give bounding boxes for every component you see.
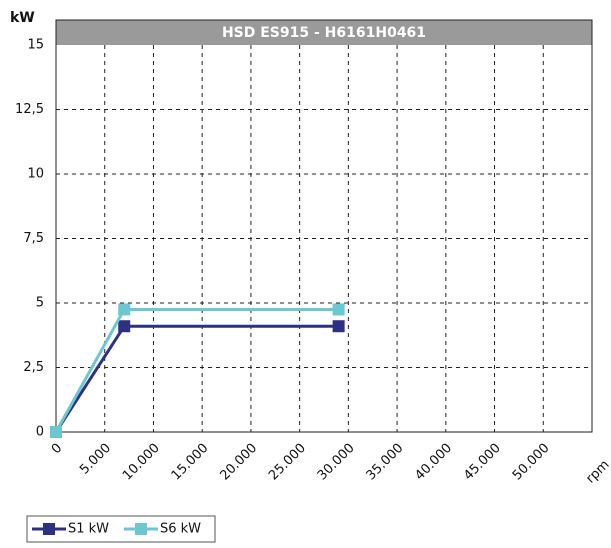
y-axis-label: kW xyxy=(10,10,35,26)
x-axis-label: rpm xyxy=(583,457,611,486)
x-tick-label: 10.000 xyxy=(120,441,163,484)
y-tick-label: 2,5 xyxy=(23,360,44,375)
x-tick-label: 25.000 xyxy=(266,441,309,484)
x-tick-label: 30.000 xyxy=(315,441,358,484)
x-tick-label: 35.000 xyxy=(364,441,407,484)
y-tick-label: 10 xyxy=(27,167,44,182)
series-line xyxy=(54,307,339,433)
legend-label: S1 kW xyxy=(68,522,109,537)
x-tick-label: 20.000 xyxy=(217,441,260,484)
y-tick-label: 15 xyxy=(27,38,44,53)
y-tick-label: 5 xyxy=(36,296,44,311)
x-tick-label: 5.000 xyxy=(77,441,114,478)
y-tick-label: 12,5 xyxy=(15,102,44,117)
x-tick-label: 45.000 xyxy=(461,441,504,484)
point-marker xyxy=(118,303,131,316)
x-tick-label: 40.000 xyxy=(412,441,455,484)
plot-frame xyxy=(55,19,593,433)
point-marker xyxy=(50,426,62,438)
y-tick-label: 0 xyxy=(36,425,44,440)
title-bar xyxy=(56,20,592,45)
legend-marker xyxy=(43,523,55,535)
x-tick-label: 0 xyxy=(49,441,65,457)
legend-label: S6 kW xyxy=(160,522,201,537)
chart-title: HSD ES915 - H6161H0461 xyxy=(222,25,426,41)
point-marker xyxy=(118,320,131,333)
point-marker xyxy=(332,303,345,316)
x-tick-label: 15.000 xyxy=(169,441,212,484)
series-line xyxy=(54,324,339,433)
legend-marker xyxy=(135,523,147,535)
x-tick-label: 50.000 xyxy=(510,441,553,484)
point-marker xyxy=(332,320,345,333)
y-tick-label: 7,5 xyxy=(23,231,44,246)
